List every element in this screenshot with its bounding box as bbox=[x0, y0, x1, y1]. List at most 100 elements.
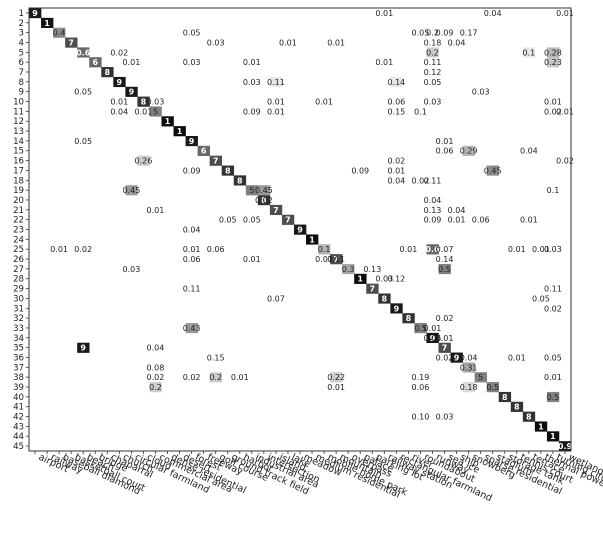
diagonal-value-label: 9 bbox=[297, 226, 303, 235]
matrix-cell bbox=[269, 76, 283, 88]
cell-value-label: 0.09 bbox=[243, 107, 261, 116]
matrix-cell bbox=[462, 145, 475, 156]
cell-value-label: 0.01 bbox=[315, 255, 333, 264]
diagonal-cell bbox=[209, 155, 223, 166]
cell-value-label: 0.01 bbox=[508, 353, 526, 362]
cell-value-label: 0.02 bbox=[544, 304, 562, 313]
y-tick-label: 34 bbox=[13, 334, 24, 344]
diagonal-cell bbox=[245, 185, 259, 196]
cell-value-label: 0.12 bbox=[424, 68, 442, 77]
cell-value-label: 0.02 bbox=[544, 107, 562, 116]
diagonal-cell bbox=[402, 313, 415, 324]
y-tick-label: 11 bbox=[13, 107, 24, 117]
y-tick-label: 10 bbox=[13, 98, 24, 108]
cell-value-label: 0.02 bbox=[412, 176, 430, 185]
y-tick-label: 41 bbox=[13, 403, 24, 413]
y-tick-label: 21 bbox=[13, 206, 24, 216]
cell-value-label: 0.1 bbox=[522, 48, 535, 57]
cell-value-label: 0.26 bbox=[135, 157, 153, 166]
y-tick-label: 19 bbox=[13, 186, 24, 196]
cell-value-label: 0.2 bbox=[426, 48, 439, 57]
y-tick-label: 12 bbox=[13, 117, 24, 127]
diagonal-value-label: 5 bbox=[249, 186, 254, 195]
cell-value-label: 0.04 bbox=[387, 176, 405, 185]
cell-value-label: 0.04 bbox=[424, 196, 442, 205]
matrix-cell bbox=[486, 165, 500, 176]
cell-value-label: 0.10 bbox=[412, 413, 430, 422]
cell-value-label: 0.04 bbox=[460, 353, 478, 362]
diagonal-value-label: 8 bbox=[141, 98, 147, 107]
cell-value-label: 0.2 bbox=[209, 373, 222, 382]
cell-value-label: 0.01 bbox=[532, 245, 550, 254]
y-tick-label: 1 bbox=[19, 9, 24, 19]
cell-value-label: 0.01 bbox=[424, 324, 442, 333]
cell-value-label: 0.01 bbox=[508, 245, 526, 254]
diagonal-cell bbox=[438, 342, 451, 353]
matrix-cell bbox=[125, 185, 138, 196]
diagonal-cell bbox=[354, 273, 367, 284]
diagonal-value-label: 8 bbox=[382, 294, 388, 303]
y-tick-label: 18 bbox=[13, 176, 24, 186]
cell-value-label: 0.5 bbox=[438, 265, 451, 274]
cell-value-label: 0.04 bbox=[520, 147, 538, 156]
diagonal-value-label: 0.5 bbox=[486, 383, 499, 392]
cell-value-label: 0.09 bbox=[424, 216, 442, 225]
y-tick-label: 33 bbox=[13, 324, 24, 334]
diagonal-cell bbox=[546, 431, 560, 442]
cell-value-label: 0.5 bbox=[547, 393, 560, 402]
diagonal-cell bbox=[281, 214, 295, 225]
diagonal-cell bbox=[101, 67, 114, 78]
matrix-cell bbox=[462, 382, 475, 393]
diagonal-value-label: 1 bbox=[177, 127, 183, 136]
diagonal-value-label: 8 bbox=[261, 196, 267, 205]
cell-value-label: 0.11 bbox=[424, 58, 442, 67]
cell-value-label: 0.01 bbox=[135, 107, 153, 116]
cell-value-label: 0.01 bbox=[544, 373, 562, 382]
cell-value-label: 0.01 bbox=[243, 58, 261, 67]
cell-value-label: 0.06 bbox=[436, 147, 454, 156]
diagonal-cell bbox=[378, 293, 391, 304]
diagonal-value-label: 0.1 bbox=[318, 245, 331, 254]
diagonal-cell bbox=[510, 401, 524, 412]
cell-value-label: 0.06 bbox=[387, 98, 405, 107]
cell-value-label: 0.19 bbox=[412, 373, 430, 382]
diagonal-value-label: 9 bbox=[32, 9, 38, 18]
cell-value-label: 0.02 bbox=[74, 245, 92, 254]
diagonal-value-label: 1 bbox=[550, 432, 556, 441]
cell-value-label: 0.15 bbox=[387, 107, 405, 116]
cell-value-label: 0.1 bbox=[547, 186, 560, 195]
cell-value-label: 0.03 bbox=[424, 98, 442, 107]
cell-value-label: 0.01 bbox=[110, 98, 128, 107]
cell-value-label: 0.01 bbox=[267, 98, 285, 107]
cell-value-label: 0.04 bbox=[183, 226, 201, 235]
diagonal-value-label: 1 bbox=[538, 422, 544, 431]
y-tick-label: 3 bbox=[19, 29, 24, 39]
cell-value-label: 0.15 bbox=[207, 353, 225, 362]
diagonal-value-label: 9 bbox=[129, 88, 135, 97]
cell-value-label: 0.06 bbox=[412, 383, 430, 392]
cell-value-label: 0.04 bbox=[484, 9, 502, 18]
cell-value-label: 0.07 bbox=[436, 245, 454, 254]
cell-value-label: 0.03 bbox=[544, 245, 562, 254]
cell-value-label: 9 bbox=[80, 344, 86, 353]
diagonal-cell bbox=[306, 234, 319, 245]
cell-value-label: 0.01 bbox=[243, 255, 261, 264]
matrix-cell bbox=[390, 76, 403, 88]
y-tick-label: 14 bbox=[13, 137, 24, 147]
diagonal-cell bbox=[65, 37, 78, 48]
cell-value-label: 0.03 bbox=[207, 38, 225, 47]
cell-value-label: 0.11 bbox=[544, 285, 562, 294]
y-tick-label: 23 bbox=[13, 226, 24, 236]
cell-value-label: 0.01 bbox=[556, 107, 574, 116]
diagonal-value-label: 0.4 bbox=[53, 29, 66, 38]
cell-value-label: 0.02 bbox=[556, 157, 574, 166]
diagonal-cell bbox=[77, 47, 90, 58]
diagonal-value-label: 8 bbox=[406, 314, 412, 323]
cell-value-label: 0.09 bbox=[436, 29, 454, 38]
diagonal-cell bbox=[257, 195, 271, 206]
cell-value-label: 0.01 bbox=[327, 38, 345, 47]
cell-value-label: 0.05 bbox=[74, 88, 92, 97]
y-tick-label: 4 bbox=[19, 38, 24, 48]
diagonal-cell bbox=[318, 244, 331, 255]
